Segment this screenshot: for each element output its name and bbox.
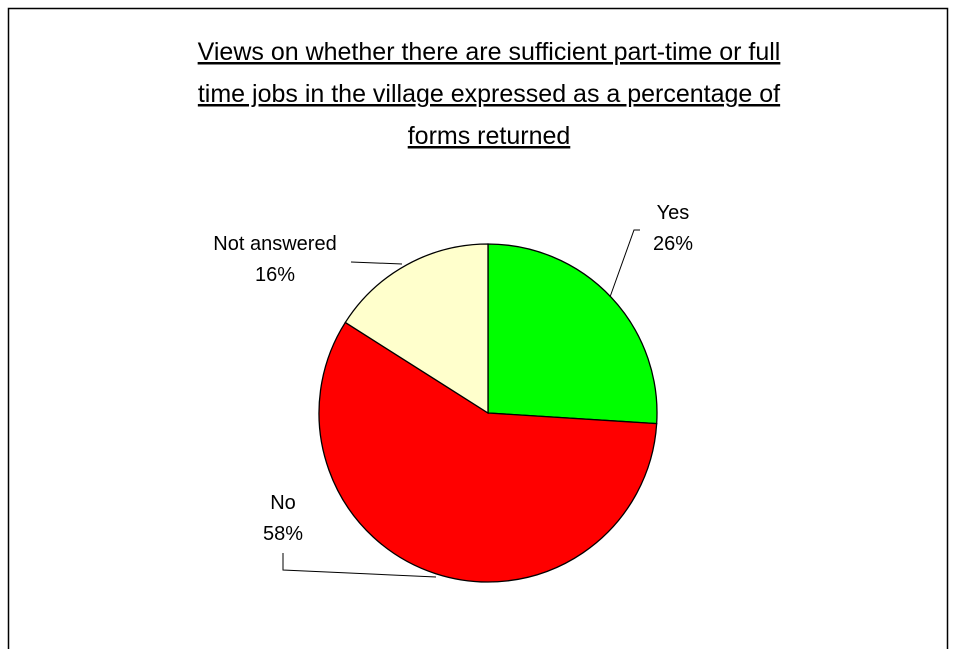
chart-title-line: time jobs in the village expressed as a … bbox=[198, 80, 780, 108]
chart-border bbox=[7, 7, 949, 649]
pie-slice-yes bbox=[487, 243, 658, 425]
data-label-yes: Yes 26% bbox=[653, 202, 693, 255]
pie-slices bbox=[318, 243, 658, 583]
slice-label-value: 26% bbox=[653, 233, 693, 255]
leader-line-no bbox=[282, 553, 437, 578]
pie-slice-not-answered bbox=[344, 243, 489, 415]
data-label-not-answered: Not answered 16% bbox=[213, 233, 336, 286]
pie-slice-no bbox=[318, 321, 658, 583]
chart-title-line: forms returned bbox=[408, 122, 571, 150]
slice-label-name: Yes bbox=[657, 202, 690, 224]
chart-title: Views on whether there are sufficient pa… bbox=[198, 38, 781, 150]
leader-line-yes bbox=[609, 229, 640, 298]
slice-label-value: 16% bbox=[255, 264, 295, 286]
slice-label-name: No bbox=[270, 492, 296, 514]
chart-title-line: Views on whether there are sufficient pa… bbox=[198, 38, 781, 66]
slice-label-value: 58% bbox=[263, 523, 303, 545]
slice-label-name: Not answered bbox=[213, 233, 336, 255]
data-label-no: No 58% bbox=[263, 492, 303, 545]
leader-line-not-answered bbox=[350, 261, 403, 265]
